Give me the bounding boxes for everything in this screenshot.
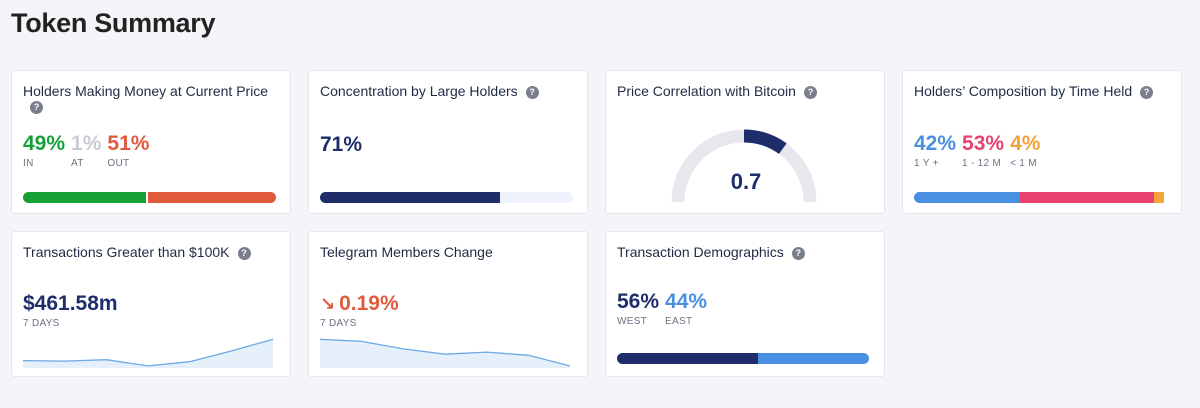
stat-east-value: 44% xyxy=(665,290,708,313)
large-tx-period: 7 DAYS xyxy=(23,318,60,329)
card-price-correlation: Price Correlation with Bitcoin? 0.7 xyxy=(605,70,885,214)
composition-stats: 42% 1 Y + 53% 1 - 12 M 4% < 1 M xyxy=(914,132,1046,169)
bar-segment-in xyxy=(23,192,146,203)
stat-mid-term-label: 1 - 12 M xyxy=(962,158,1002,169)
telegram-change-value: 0.19% xyxy=(339,292,399,315)
stat-at-value: 1% xyxy=(71,132,102,155)
sparkline-line xyxy=(320,338,570,367)
card-title: Transactions Greater than $100K? xyxy=(23,243,251,261)
card-title-text: Holders’ Composition by Time Held xyxy=(914,83,1133,99)
gauge-track xyxy=(671,129,817,203)
card-title: Concentration by Large Holders? xyxy=(320,82,539,100)
composition-bar xyxy=(914,192,1167,203)
arrow-down-right-icon: ↘ xyxy=(320,294,336,314)
stat-east: 44% EAST xyxy=(665,290,707,327)
stat-in: 49% IN xyxy=(23,132,65,169)
help-icon[interactable]: ? xyxy=(30,101,43,114)
stat-long-term: 42% 1 Y + xyxy=(914,132,956,169)
card-holders-making-money: Holders Making Money at Current Price ? … xyxy=(11,70,291,214)
help-icon[interactable]: ? xyxy=(525,86,539,99)
stat-short-term: 4% < 1 M xyxy=(1010,132,1040,169)
sparkline-line xyxy=(23,338,273,367)
card-concentration: Concentration by Large Holders? 71% xyxy=(308,70,588,214)
card-title: Holders Making Money at Current Price xyxy=(23,83,269,99)
stat-west-label: WEST xyxy=(617,316,648,327)
card-title-text: Price Correlation with Bitcoin xyxy=(617,83,796,99)
stat-long-term-value: 42% xyxy=(914,132,957,155)
card-transaction-demographics: Transaction Demographics? 56% WEST 44% E… xyxy=(605,231,885,377)
bar-segment-mid xyxy=(1020,192,1155,203)
card-holders-composition: Holders’ Composition by Time Held? 42% 1… xyxy=(902,70,1182,214)
stat-east-label: EAST xyxy=(665,316,693,327)
gauge-fill xyxy=(743,129,787,155)
stat-short-term-label: < 1 M xyxy=(1010,158,1037,169)
stat-in-value: 49% xyxy=(23,132,66,155)
help-icon[interactable]: ? xyxy=(791,247,805,260)
bar-segment-at xyxy=(145,192,149,203)
stat-mid-term: 53% 1 - 12 M xyxy=(962,132,1004,169)
telegram-period: 7 DAYS xyxy=(320,318,357,329)
stat-west: 56% WEST xyxy=(617,290,659,327)
large-tx-sparkline xyxy=(23,338,273,368)
card-telegram-members: Telegram Members Change ↘ 0.19% 7 DAYS xyxy=(308,231,588,377)
stat-out-label: OUT xyxy=(107,158,130,169)
bar-fill xyxy=(320,192,500,203)
telegram-sparkline xyxy=(320,338,570,368)
card-title: Telegram Members Change xyxy=(320,244,493,260)
card-large-transactions: Transactions Greater than $100K? $461.58… xyxy=(11,231,291,377)
help-icon[interactable]: ? xyxy=(237,247,251,260)
concentration-value: 71% xyxy=(320,133,363,156)
stat-in-label: IN xyxy=(23,158,34,169)
bar-segment-west xyxy=(617,353,759,364)
page-title: Token Summary xyxy=(11,8,216,38)
large-tx-value: $461.58m xyxy=(23,292,118,315)
stat-west-value: 56% xyxy=(617,290,660,313)
correlation-value: 0.7 xyxy=(730,169,762,194)
bar-segment-short xyxy=(1154,192,1165,203)
stat-mid-term-value: 53% xyxy=(962,132,1005,155)
card-title-text: Concentration by Large Holders xyxy=(320,83,518,99)
demographics-bar xyxy=(617,353,869,364)
demographics-stats: 56% WEST 44% EAST xyxy=(617,290,713,327)
stat-at-label: AT xyxy=(71,158,84,169)
bar-segment-out xyxy=(148,192,276,203)
card-title-text: Transaction Demographics xyxy=(617,244,784,260)
sparkline-area xyxy=(320,339,570,368)
stat-long-term-label: 1 Y + xyxy=(914,158,939,169)
card-title-text: Transactions Greater than $100K xyxy=(23,244,230,260)
stat-out-value: 51% xyxy=(107,132,150,155)
card-title: Transaction Demographics? xyxy=(617,243,805,261)
card-title: Price Correlation with Bitcoin? xyxy=(617,82,817,100)
correlation-gauge xyxy=(671,129,817,203)
telegram-change: ↘ 0.19% xyxy=(320,292,399,316)
holders-distribution-bar xyxy=(23,192,276,203)
help-icon[interactable]: ? xyxy=(1140,86,1154,99)
help-icon[interactable]: ? xyxy=(803,86,817,99)
holders-stats: 49% IN 1% AT 51% OUT xyxy=(23,132,155,169)
stat-short-term-value: 4% xyxy=(1010,132,1041,155)
sparkline-area xyxy=(23,339,273,368)
stat-out: 51% OUT xyxy=(107,132,149,169)
stat-at: 1% AT xyxy=(71,132,101,169)
concentration-bar xyxy=(320,192,573,203)
bar-segment-east xyxy=(758,353,869,364)
bar-segment-long xyxy=(914,192,1021,203)
card-title: Holders’ Composition by Time Held? xyxy=(914,82,1154,100)
